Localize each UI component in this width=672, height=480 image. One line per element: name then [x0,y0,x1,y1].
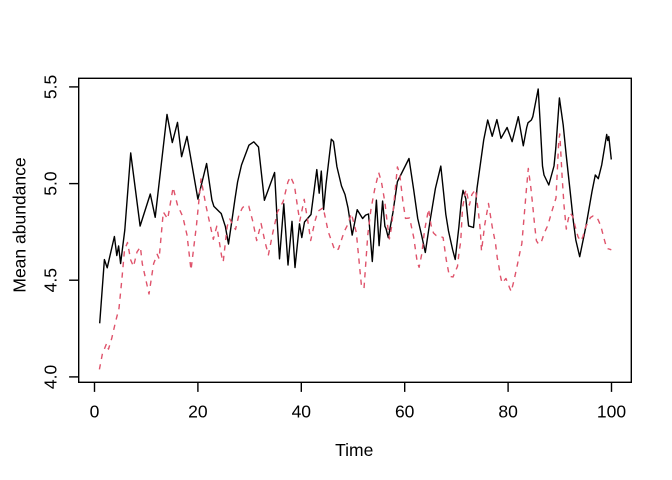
svg-text:20: 20 [188,401,208,421]
svg-text:0: 0 [90,401,100,421]
svg-text:40: 40 [292,401,312,421]
svg-text:5.0: 5.0 [40,171,60,196]
svg-text:100: 100 [597,401,626,421]
svg-text:4.0: 4.0 [40,364,60,389]
svg-text:80: 80 [498,401,518,421]
svg-text:Time: Time [335,440,373,460]
svg-text:4.5: 4.5 [40,268,60,292]
svg-text:5.5: 5.5 [40,75,60,99]
svg-text:60: 60 [395,401,415,421]
svg-text:Mean abundance: Mean abundance [10,157,30,292]
